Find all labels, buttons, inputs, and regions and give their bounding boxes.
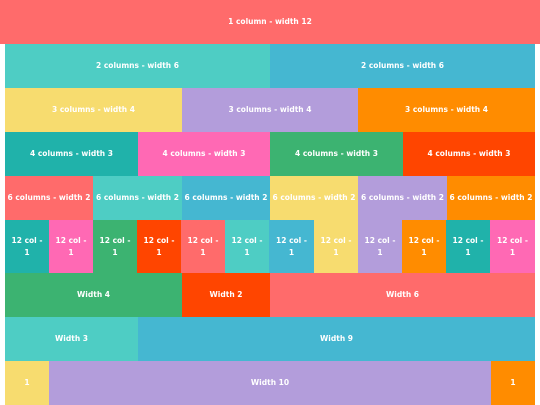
grid-row-1-column: 1 column - width 12 (0, 0, 540, 44)
grid-cell: 12 col - 1 (446, 220, 490, 273)
grid-cell: 4 columns - width 3 (5, 132, 138, 176)
grid-cell: 12 col - 1 (181, 220, 225, 273)
grid-cell: 4 columns - width 3 (138, 132, 270, 176)
grid-cell: 12 col - 1 (5, 220, 49, 273)
grid-row-12-columns: 12 col - 1 12 col - 1 12 col - 1 12 col … (5, 220, 535, 273)
grid-cell: 4 columns - width 3 (270, 132, 403, 176)
grid-cell: 1 (5, 361, 49, 405)
grid-cell: 6 columns - width 2 (447, 176, 535, 220)
grid-row-mixed-4-2-6: Width 4 Width 2 Width 6 (5, 273, 535, 317)
grid-row-2-columns: 2 columns - width 6 2 columns - width 6 (5, 44, 535, 88)
grid-cell: 3 columns - width 4 (182, 88, 358, 132)
grid-cell: 6 columns - width 2 (5, 176, 93, 220)
grid-cell: 6 columns - width 2 (182, 176, 270, 220)
grid-cell: Width 9 (138, 317, 535, 361)
grid-cell: Width 10 (49, 361, 491, 405)
grid-cell: 2 columns - width 6 (270, 44, 535, 88)
grid-cell: 2 columns - width 6 (5, 44, 270, 88)
grid-cell: 1 (491, 361, 535, 405)
grid-cell: 6 columns - width 2 (270, 176, 358, 220)
grid-cell: Width 6 (270, 273, 535, 317)
grid-cell: 1 column - width 12 (0, 0, 540, 44)
grid-row-3-columns: 3 columns - width 4 3 columns - width 4 … (5, 88, 535, 132)
grid-cell: 3 columns - width 4 (5, 88, 182, 132)
grid-cell: 6 columns - width 2 (358, 176, 447, 220)
grid-cell: 12 col - 1 (402, 220, 446, 273)
grid-cell: 3 columns - width 4 (358, 88, 535, 132)
grid-cell: 12 col - 1 (93, 220, 137, 273)
grid-cell: 12 col - 1 (49, 220, 93, 273)
grid-row-mixed-1-10-1: 1 Width 10 1 (5, 361, 535, 405)
grid-cell: 6 columns - width 2 (93, 176, 182, 220)
grid-cell: 12 col - 1 (225, 220, 269, 273)
grid-cell: 12 col - 1 (490, 220, 535, 273)
grid-row-4-columns: 4 columns - width 3 4 columns - width 3 … (5, 132, 535, 176)
grid-row-mixed-3-9: Width 3 Width 9 (5, 317, 535, 361)
grid-cell: 12 col - 1 (269, 220, 314, 273)
grid-cell: 12 col - 1 (358, 220, 402, 273)
grid-cell: 4 columns - width 3 (403, 132, 535, 176)
grid-cell: Width 2 (182, 273, 270, 317)
grid-cell: 12 col - 1 (314, 220, 358, 273)
grid-row-6-columns: 6 columns - width 2 6 columns - width 2 … (5, 176, 535, 220)
grid-cell: 12 col - 1 (137, 220, 181, 273)
grid-cell: Width 4 (5, 273, 182, 317)
grid-cell: Width 3 (5, 317, 138, 361)
